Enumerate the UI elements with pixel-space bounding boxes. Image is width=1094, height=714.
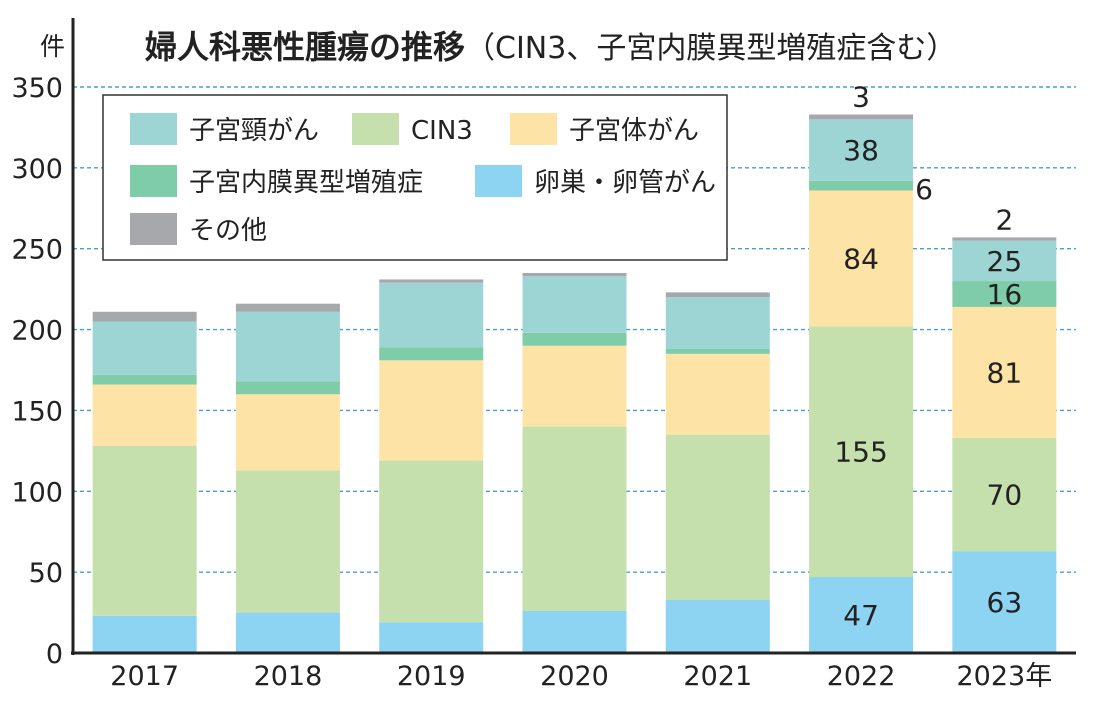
bar-2021-子宮内膜異型増殖症 <box>665 348 770 354</box>
bar-2023-子宮内膜異型増殖症 <box>952 281 1057 307</box>
bar-2020-子宮体がん <box>522 345 627 427</box>
bar-2017-その他 <box>92 311 197 322</box>
data-label-2022-その他: 3 <box>852 80 870 113</box>
y-tick-label-350: 350 <box>11 73 63 104</box>
y-tick-label-50: 50 <box>29 558 63 589</box>
bar-2021-子宮頸がん <box>665 297 770 349</box>
bar-2017-子宮体がん <box>92 384 197 447</box>
bar-2020-子宮頸がん <box>522 276 627 333</box>
data-label-2023-子宮体がん: 81 <box>987 356 1023 389</box>
bar-2020-子宮内膜異型増殖症 <box>522 332 627 346</box>
bar-2018-CIN3 <box>235 470 340 613</box>
legend-swatch-その他 <box>130 213 177 245</box>
data-label-2023-その他: 2 <box>995 203 1013 236</box>
bar-2021-卵巣-卵管がん <box>665 599 770 653</box>
x-tick-label-2023: 2023年 <box>956 661 1052 692</box>
y-tick-label-300: 300 <box>11 154 63 185</box>
bar-2017-CIN3 <box>92 446 197 616</box>
bar-2017-子宮頸がん <box>92 321 197 375</box>
bar-2019-CIN3 <box>379 460 484 623</box>
chart-title-line: 婦人科悪性腫瘍の推移（CIN3、子宮内膜異型増殖症含む） <box>144 28 956 66</box>
data-label-2022-卵巣-卵管がん: 47 <box>843 599 879 632</box>
axes <box>71 18 1076 655</box>
legend-label-子宮体がん: 子宮体がん <box>569 116 699 146</box>
bar-2022-CIN3 <box>809 326 914 577</box>
x-tick-label-2022: 2022 <box>827 661 896 692</box>
bar-2021-子宮体がん <box>665 353 770 435</box>
bar-2023-子宮頸がん <box>952 240 1057 282</box>
bar-2018-子宮体がん <box>235 394 340 471</box>
bar-2023-その他 <box>952 237 1057 241</box>
bar-2019-その他 <box>379 279 484 283</box>
legend-swatch-子宮頸がん <box>130 113 177 145</box>
bar-2022-子宮内膜異型増殖症 <box>809 180 914 191</box>
bar-2018-子宮頸がん <box>235 311 340 382</box>
bar-2020-CIN3 <box>522 426 627 611</box>
legend-swatch-子宮内膜異型増殖症 <box>130 165 177 197</box>
chart-subtitle: （CIN3、子宮内膜異型増殖症含む） <box>465 31 956 66</box>
data-labels: 2017 2018 2019 2020 2021 47 155 84 6 38 3 2022 63 70 8… <box>110 80 1052 692</box>
data-label-2023-CIN3: 70 <box>987 479 1023 512</box>
bar-2018-その他 <box>235 303 340 312</box>
bar-2020-卵巣-卵管がん <box>522 610 627 653</box>
bar-2021-その他 <box>665 292 770 298</box>
y-tick-label-150: 150 <box>11 396 63 427</box>
x-tick-label-2021: 2021 <box>683 661 752 692</box>
bar-2017-子宮内膜異型増殖症 <box>92 374 197 385</box>
x-tick-label-2018: 2018 <box>254 661 323 692</box>
bar-2022-子宮体がん <box>809 190 914 327</box>
y-axis-unit: 件 <box>40 32 65 61</box>
legend-box <box>102 94 728 261</box>
bar-2018-子宮内膜異型増殖症 <box>235 381 340 395</box>
bar-2017-卵巣-卵管がん <box>92 615 197 653</box>
data-label-2022-子宮内膜異型増殖症: 6 <box>915 173 933 206</box>
bar-2023-子宮体がん <box>952 306 1057 438</box>
x-axis-year-suffix: 年 <box>1025 661 1052 692</box>
bar-2019-子宮体がん <box>379 360 484 461</box>
legend-label-その他: その他 <box>189 216 267 246</box>
legend-swatch-卵巣-卵管がん <box>475 165 522 197</box>
chart-title: 婦人科悪性腫瘍の推移 <box>144 28 465 66</box>
bars <box>92 114 1057 653</box>
legend-label-CIN3: CIN3 <box>411 116 473 146</box>
bar-2018-卵巣-卵管がん <box>235 612 340 653</box>
bar-2019-卵巣-卵管がん <box>379 622 484 653</box>
legend-swatch-CIN3 <box>352 113 399 145</box>
bar-2020-その他 <box>522 272 627 277</box>
y-tick-label-200: 200 <box>11 316 63 347</box>
data-label-2022-CIN3: 155 <box>834 436 887 469</box>
data-label-2023-子宮内膜異型増殖症: 16 <box>987 278 1023 311</box>
x-tick-label-2020: 2020 <box>540 661 609 692</box>
bar-2022-卵巣-卵管がん <box>809 576 914 653</box>
data-label-2023-子宮頸がん: 25 <box>987 245 1023 278</box>
x-tick-label-2019: 2019 <box>397 661 466 692</box>
data-label-2022-子宮体がん: 84 <box>843 242 879 275</box>
legend-label-卵巣-卵管がん: 卵巣・卵管がん <box>534 168 716 198</box>
y-tick-label-250: 250 <box>11 235 63 266</box>
bar-2022-その他 <box>809 114 914 120</box>
y-tick-label-100: 100 <box>11 477 63 508</box>
x-tick-label-2017: 2017 <box>110 661 179 692</box>
bar-2019-子宮内膜異型増殖症 <box>379 347 484 361</box>
legend-label-子宮内膜異型増殖症: 子宮内膜異型増殖症 <box>189 168 423 198</box>
bar-2023-卵巣-卵管がん <box>952 551 1057 653</box>
bar-2023-CIN3 <box>952 437 1057 552</box>
legend-swatch-子宮体がん <box>510 113 557 145</box>
data-label-2023-卵巣-卵管がん: 63 <box>987 586 1023 619</box>
bar-2019-子宮頸がん <box>379 282 484 348</box>
data-label-2022-子宮頸がん: 38 <box>843 134 879 167</box>
bar-2021-CIN3 <box>665 434 770 600</box>
bar-2022-子宮頸がん <box>809 119 914 181</box>
legend-label-子宮頸がん: 子宮頸がん <box>189 116 319 146</box>
y-tick-label-0: 0 <box>46 639 63 670</box>
